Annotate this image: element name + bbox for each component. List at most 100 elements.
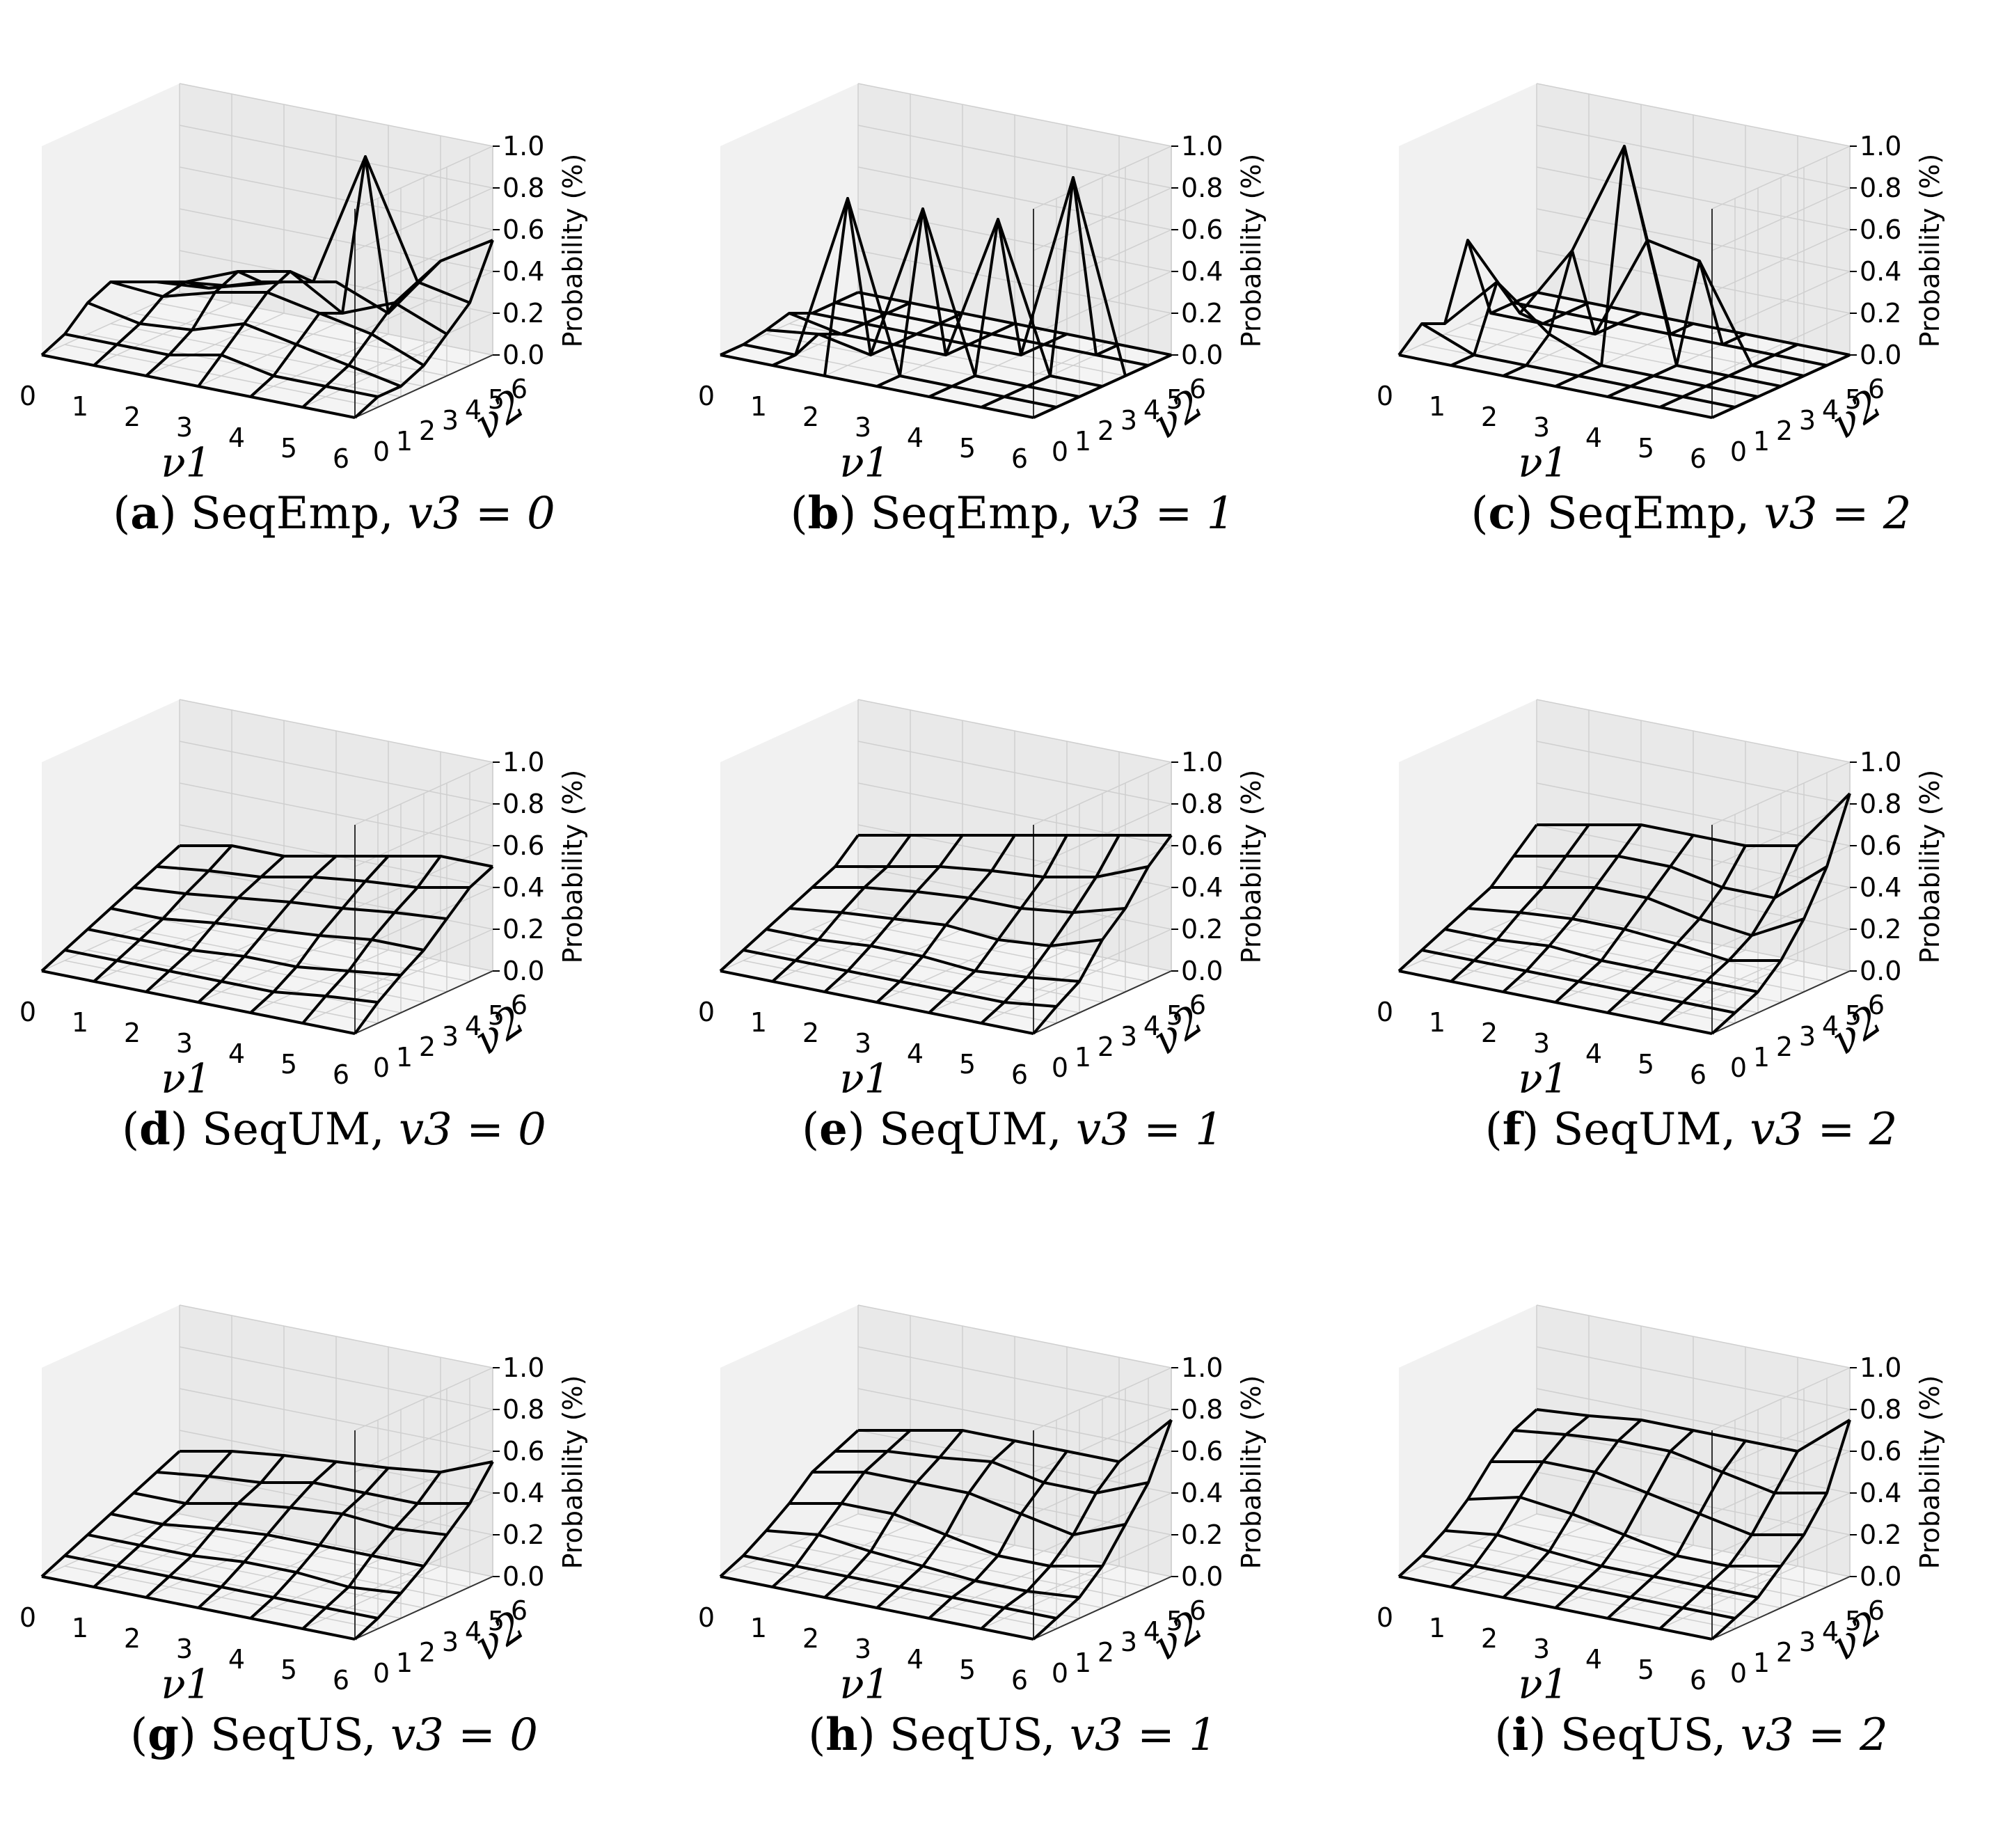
- x-tick-label: 0: [698, 381, 715, 411]
- z-tick-label: 0.4: [1181, 872, 1223, 903]
- grid-line: [354, 1367, 493, 1431]
- wire-nu1-4: [1606, 845, 1747, 1014]
- caption-g: (g) SeqUS, v3 = 0: [130, 1709, 538, 1761]
- y-tick-label: 4: [1143, 1011, 1160, 1041]
- wire-nu1-3: [1555, 145, 1694, 388]
- z-tick-label: 0.0: [502, 1561, 544, 1592]
- y-axis-line: [1033, 1576, 1172, 1640]
- caption-label: a: [130, 487, 159, 539]
- wire-nu1-6: [354, 865, 494, 1035]
- caption-condition: v3 = 0: [398, 1104, 546, 1155]
- y-tick-label: 4: [1822, 1011, 1839, 1041]
- x-tick-label: 4: [907, 1644, 924, 1675]
- wire-nu1-5: [301, 260, 442, 409]
- grid-line: [1421, 1565, 1736, 1629]
- x-tick-label: 1: [750, 391, 767, 422]
- z-tick-label: 0.4: [502, 256, 544, 287]
- z-axis-label: Probability (%): [1236, 770, 1267, 964]
- x-tick-label: 1: [72, 1613, 88, 1643]
- y-tick-label: 6: [511, 1595, 528, 1626]
- x-tick-label: 1: [750, 1613, 767, 1643]
- grid-line: [1536, 83, 1851, 147]
- plot-h: 0 1 2 3 4 5 6 0 1 2 3 4 5 60.00.20.40.60.81.0Probabil…: [698, 1304, 1267, 1708]
- y-tick-label: 4: [1143, 1616, 1160, 1647]
- grid-line: [1536, 741, 1851, 805]
- y-tick-label: 6: [511, 990, 528, 1020]
- z-axis-label: Probability (%): [1236, 1375, 1267, 1570]
- x-tick-label: 4: [228, 1644, 245, 1675]
- y-tick-label: 5: [488, 1000, 505, 1031]
- z-tick-label: 0.6: [502, 830, 544, 861]
- panel-i: 0 1 2 3 4 5 6 0 1 2 3 4 5 6 0.0 0.2 0.4 0.6 0.8 1.0 Probabil…: [1357, 1249, 2012, 1848]
- x-tick-label: 2: [1481, 1623, 1498, 1654]
- y-tick-label: 1: [1075, 426, 1091, 457]
- x-tick-label: 5: [959, 1654, 976, 1685]
- y-tick-label: 6: [1868, 1595, 1885, 1626]
- z-tick-label: 0.4: [1860, 256, 1901, 287]
- caption-a: (a) SeqEmp, v3 = 0: [113, 487, 555, 539]
- z-tick-label: 1.0: [1860, 1352, 1901, 1383]
- grid-line: [1490, 929, 1805, 993]
- caption-condition: v3 = 0: [390, 1709, 538, 1761]
- z-tick-label: 0.8: [502, 789, 544, 819]
- grid-line: [1033, 229, 1172, 293]
- z-tick-label: 0.4: [502, 1478, 544, 1508]
- panel-e: 0 1 2 3 4 5 6 0 1 2 3 4 5 6 0.0 0.2 0.4 0.6 0.8 1.0 Probabil…: [679, 644, 1347, 1242]
- x-tick-label: 2: [1481, 1018, 1498, 1048]
- grid-line: [1536, 250, 1851, 314]
- z-tick-label: 0.0: [502, 956, 544, 986]
- z-tick-label: 0.2: [1860, 914, 1901, 945]
- x-tick-label: 0: [1377, 381, 1393, 411]
- z-axis-label: Probability (%): [1915, 1375, 1945, 1570]
- z-tick-label: 0.0: [1860, 340, 1901, 370]
- caption-condition: v3 = 1: [1087, 488, 1235, 539]
- grid-line: [1536, 1346, 1851, 1410]
- z-axis-label: Probability (%): [1915, 770, 1945, 964]
- grid-line: [354, 929, 493, 993]
- caption-label: b: [807, 487, 839, 539]
- caption-condition: v3 = 1: [1069, 1709, 1217, 1761]
- y-axis-line: [354, 970, 493, 1034]
- y-tick-label: 4: [1822, 395, 1839, 425]
- caption-method: SeqEmp: [191, 488, 380, 539]
- left-pane: [720, 1305, 858, 1577]
- y-tick-label: 6: [1189, 374, 1206, 404]
- wire-nu1-0: [40, 281, 180, 356]
- y-axis-line: [354, 354, 493, 418]
- wire-nu1-2: [823, 834, 964, 993]
- wire-nu1-3: [197, 855, 338, 1004]
- grid-line: [857, 166, 1172, 230]
- wire-nu1-3: [876, 207, 1015, 388]
- wire-nu1-2: [145, 270, 284, 377]
- caption-f: (f) SeqUM, v3 = 2: [1484, 1103, 1898, 1155]
- y-tick-label: 1: [396, 1042, 413, 1073]
- grid-line: [857, 1513, 1172, 1577]
- caption-b: (b) SeqEmp, v3 = 1: [790, 487, 1235, 539]
- z-tick-label: 1.0: [502, 747, 544, 777]
- grid-line: [1033, 929, 1172, 993]
- z-tick-label: 0.8: [1181, 789, 1223, 819]
- y-tick-label: 3: [1799, 1627, 1816, 1657]
- grid-line: [743, 1565, 1057, 1629]
- x-tick-label: 6: [1690, 1665, 1706, 1696]
- y-tick-label: 3: [442, 1021, 459, 1052]
- grid-line: [1711, 761, 1851, 826]
- x-tick-label: 3: [1533, 1028, 1550, 1059]
- wire-nu1-2: [1502, 823, 1642, 993]
- y-tick-label: 5: [1845, 1000, 1862, 1031]
- grid-line: [179, 166, 493, 230]
- x-tick-label: 3: [855, 1028, 871, 1059]
- wire-nu1-3: [197, 270, 336, 388]
- grid-line: [743, 960, 1057, 1024]
- grid-line: [1490, 1534, 1805, 1598]
- grid-line: [179, 1471, 493, 1535]
- plot-g: 0 1 2 3 4 5 6 0 1 2 3 4 5 60.00.20.40.60.81.0Probabil…: [19, 1304, 588, 1708]
- x-tick-label: 0: [19, 381, 36, 411]
- y-tick-label: 5: [488, 1606, 505, 1636]
- wire-nu1-0: [1397, 1408, 1538, 1578]
- x-axis-label: ν1: [161, 1055, 211, 1103]
- caption-method: SeqUM: [879, 1104, 1048, 1155]
- plot-b: 0 1 2 3 4 5 6 0 1 2 3 4 5 60.00.20.40.60.81.0Probabil…: [698, 83, 1267, 487]
- wire-nu1-0: [719, 1429, 860, 1578]
- left-pane: [720, 84, 858, 355]
